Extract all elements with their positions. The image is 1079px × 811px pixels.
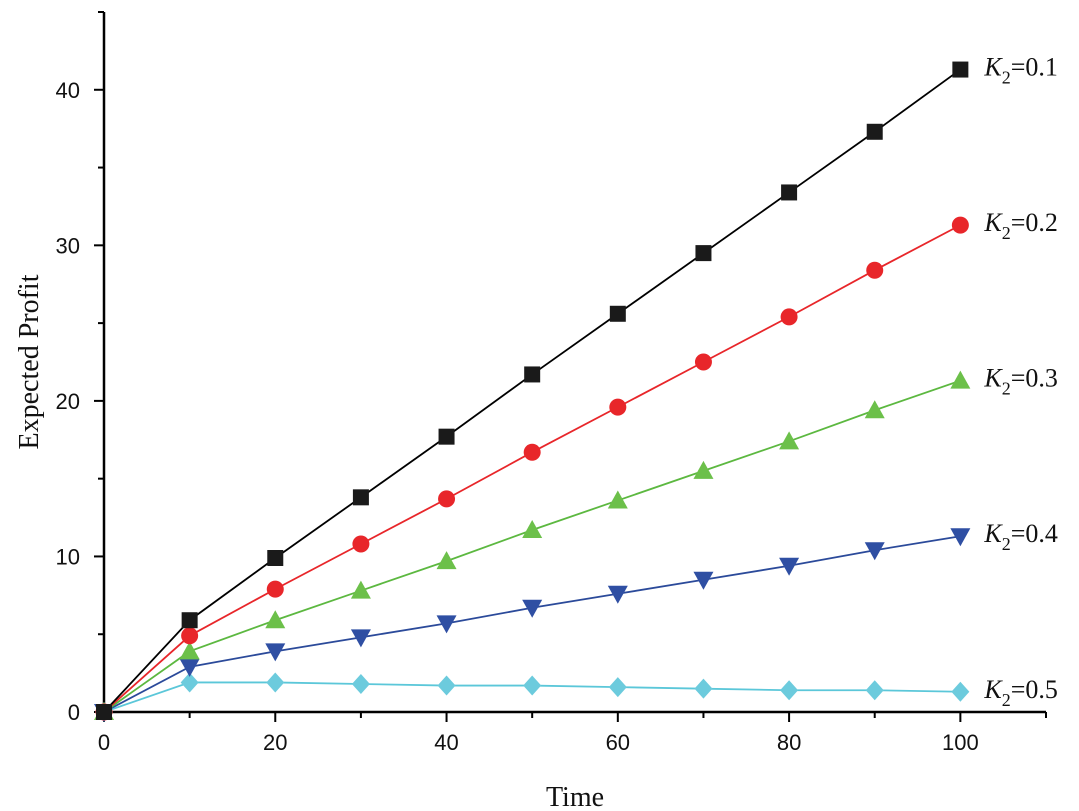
series-label: K2=0.4 (983, 519, 1058, 554)
data-point-triangle-up-marker (179, 641, 200, 660)
data-point-triangle-up-marker (350, 580, 371, 599)
data-point-square-marker (695, 245, 712, 262)
series-1 (96, 61, 969, 720)
series-label: K2=0.5 (983, 675, 1058, 710)
data-point-triangle-up-marker (607, 490, 628, 509)
data-point-circle-marker (523, 443, 541, 461)
series-label-value: =0.3 (1011, 364, 1058, 393)
x-tick-label: 0 (98, 730, 110, 755)
y-axis-ticks: 0 10 20 30 40 (56, 11, 104, 725)
y-axis-title: Expected Profit (14, 274, 45, 449)
series-3 (94, 370, 971, 720)
series-label-variable: K (983, 675, 1003, 704)
data-point-triangle-down-marker (350, 629, 371, 648)
data-point-triangle-up-marker (779, 431, 800, 450)
x-tick-label: 40 (434, 730, 458, 755)
data-point-square-marker (181, 612, 198, 629)
data-point-diamond-marker (865, 680, 884, 701)
series-labels: K2=0.1K2=0.2K2=0.3K2=0.4K2=0.5 (983, 53, 1058, 710)
x-tick-label: 80 (777, 730, 801, 755)
data-point-square-marker (866, 123, 883, 140)
data-point-circle-marker (609, 398, 627, 416)
data-point-triangle-down-marker (607, 585, 628, 604)
data-point-circle-marker (438, 490, 456, 508)
data-point-circle-marker (352, 535, 370, 553)
data-point-square-marker (952, 61, 969, 78)
data-point-circle-marker (266, 580, 284, 598)
x-tick-label: 100 (942, 730, 979, 755)
series-label-variable: K (983, 208, 1003, 237)
data-point-triangle-down-marker (779, 557, 800, 576)
series-label-variable: K (983, 53, 1003, 82)
series-layer (94, 61, 971, 722)
series-label-subscript: 2 (1002, 68, 1011, 88)
data-point-diamond-marker (780, 680, 799, 701)
series-label-variable: K (983, 519, 1003, 548)
series-label: K2=0.1 (983, 53, 1058, 88)
data-point-triangle-down-marker (522, 599, 543, 618)
data-point-diamond-marker (608, 677, 627, 698)
series-line (103, 379, 961, 713)
series-label-variable: K (983, 364, 1003, 393)
data-point-diamond-marker (180, 672, 199, 693)
data-point-circle-marker (694, 353, 712, 371)
y-tick-label: 40 (56, 78, 80, 103)
x-axis-ticks: 0 20 40 60 80 100 (98, 712, 1047, 755)
data-point-triangle-up-marker (265, 610, 286, 629)
data-point-diamond-marker (951, 681, 970, 702)
data-point-diamond-marker (694, 678, 713, 699)
data-point-diamond-marker (266, 672, 285, 693)
data-point-square-marker (781, 184, 798, 201)
data-point-circle-marker (866, 261, 884, 279)
data-point-diamond-marker (523, 675, 542, 696)
y-tick-label: 30 (56, 233, 80, 258)
data-point-triangle-down-marker (693, 571, 714, 590)
x-tick-label: 60 (606, 730, 630, 755)
series-2 (95, 216, 969, 721)
series-label-subscript: 2 (1002, 379, 1011, 399)
y-tick-label: 0 (68, 700, 80, 725)
data-point-diamond-marker (437, 675, 456, 696)
data-point-circle-marker (780, 308, 798, 326)
series-label-value: =0.2 (1011, 208, 1058, 237)
series-label-subscript: 2 (1002, 223, 1011, 243)
axes (102, 12, 1046, 714)
series-label-subscript: 2 (1002, 534, 1011, 554)
series-label-value: =0.4 (1011, 519, 1058, 548)
series-line (103, 224, 961, 713)
series-label-subscript: 2 (1002, 690, 1011, 710)
data-point-triangle-down-marker (179, 658, 200, 677)
data-point-triangle-up-marker (693, 460, 714, 479)
data-point-square-marker (96, 704, 112, 720)
series-label-value: =0.5 (1011, 675, 1058, 704)
data-point-circle-marker (951, 216, 969, 234)
series-5 (95, 672, 970, 722)
data-point-square-marker (438, 428, 455, 445)
data-point-square-marker (352, 489, 369, 506)
series-label: K2=0.2 (983, 208, 1058, 243)
x-tick-label: 20 (263, 730, 287, 755)
data-point-triangle-up-marker (522, 520, 543, 538)
x-axis-title: Time (546, 782, 604, 811)
data-point-triangle-down-marker (950, 528, 971, 547)
data-point-triangle-down-marker (864, 542, 885, 561)
data-point-triangle-up-marker (864, 400, 885, 419)
data-point-triangle-up-marker (950, 370, 971, 389)
series-label: K2=0.3 (983, 364, 1058, 399)
data-point-triangle-up-marker (436, 551, 457, 570)
y-tick-label: 10 (56, 544, 80, 569)
series-label-value: =0.1 (1011, 53, 1058, 82)
data-point-square-marker (524, 366, 541, 383)
data-point-square-marker (267, 550, 284, 566)
data-point-triangle-down-marker (436, 615, 457, 634)
data-point-square-marker (609, 305, 626, 322)
data-point-circle-marker (181, 627, 199, 645)
data-point-diamond-marker (351, 674, 370, 694)
y-tick-label: 20 (56, 389, 80, 414)
data-point-triangle-down-marker (265, 643, 286, 662)
